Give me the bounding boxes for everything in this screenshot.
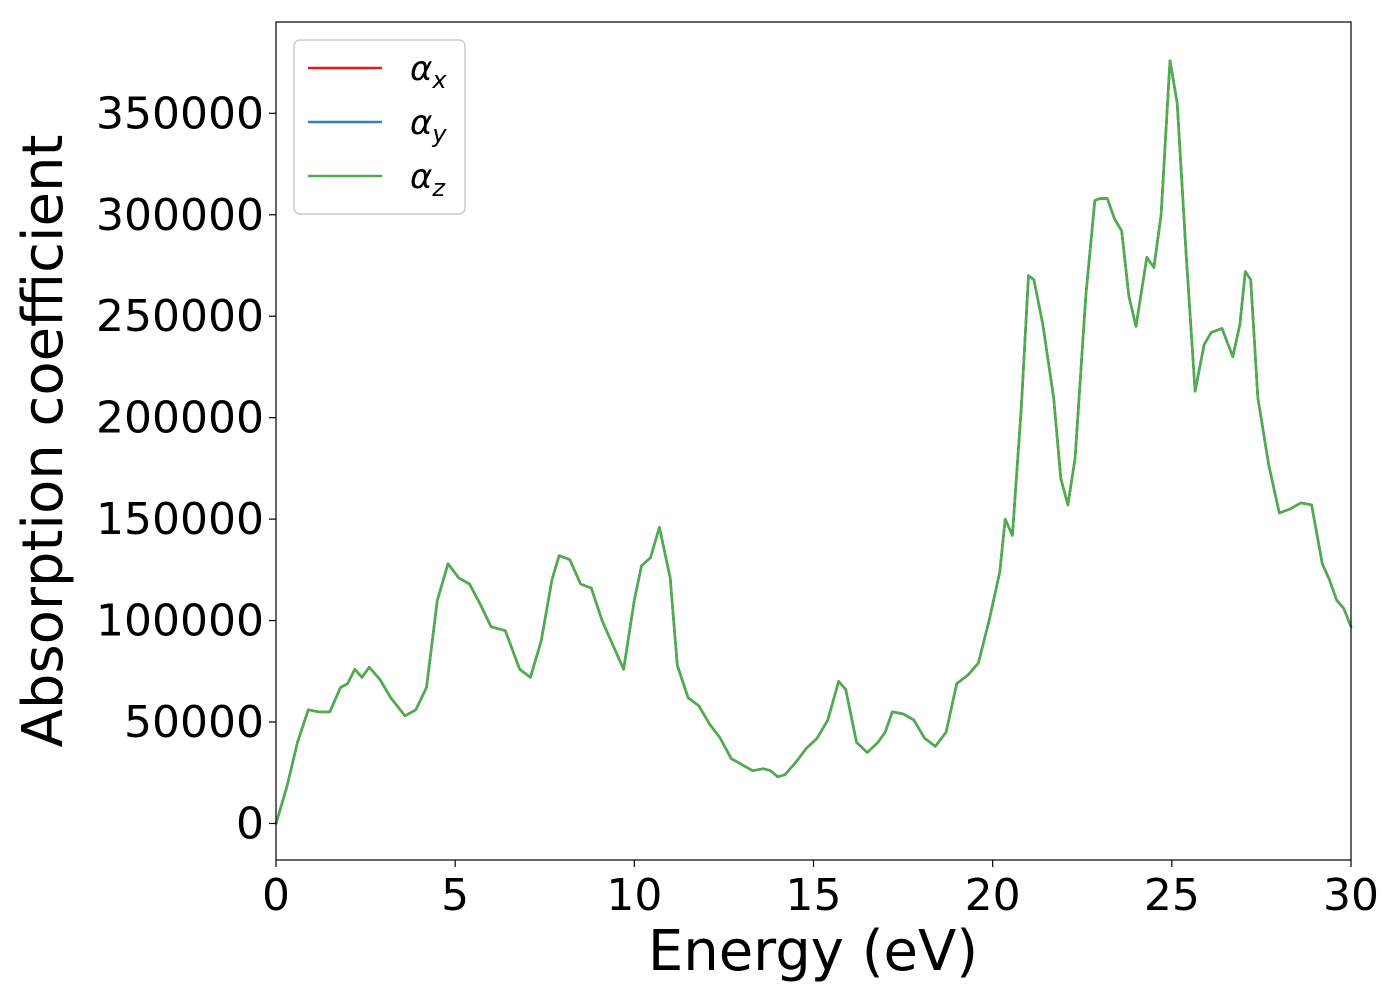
y-tick-label: 250000: [96, 291, 264, 342]
y-tick-label: 100000: [96, 596, 264, 647]
x-axis-ticks: 0 5 10 15 20 25 30: [262, 860, 1379, 921]
series-layer: [274, 59, 1353, 825]
legend: αx αy αz: [293, 39, 466, 215]
y-axis-ticks: 0 50000 100000 150000 200000 250000 300000 3500…: [96, 88, 276, 849]
series-line-3: [274, 59, 1353, 825]
y-tick-label: 0: [236, 798, 264, 849]
y-tick-label: 350000: [96, 88, 264, 139]
x-tick-label: 20: [965, 870, 1021, 921]
y-axis-title: Absorption coefficient: [11, 135, 76, 748]
legend-label-3: αz: [410, 157, 446, 202]
legend-label-2: αy: [410, 103, 447, 148]
x-tick-label: 25: [1144, 870, 1200, 921]
x-axis-title: Energy (eV): [648, 919, 978, 984]
legend-box: [293, 39, 466, 215]
x-tick-label: 10: [606, 870, 662, 921]
y-tick-label: 150000: [96, 494, 264, 545]
y-tick-label: 300000: [96, 190, 264, 241]
x-tick-label: 15: [786, 870, 842, 921]
x-tick-label: 5: [441, 870, 469, 921]
legend-label-1: αx: [410, 49, 447, 94]
y-tick-label: 50000: [124, 697, 264, 748]
x-tick-label: 0: [262, 870, 290, 921]
y-tick-label: 200000: [96, 393, 264, 444]
x-tick-label: 30: [1323, 870, 1379, 921]
